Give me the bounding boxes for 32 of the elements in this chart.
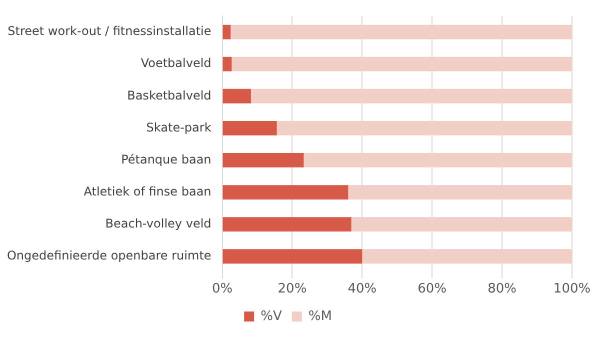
- x-tick-label: 0%: [212, 282, 233, 297]
- y-tick-label: Skate-park: [146, 120, 212, 134]
- bar: [222, 185, 348, 200]
- bar: [250, 88, 572, 104]
- bar: [230, 24, 572, 40]
- legend-label: %M: [308, 308, 332, 324]
- bar: [351, 217, 572, 232]
- bar: [222, 24, 231, 40]
- bar: [232, 56, 572, 72]
- bar: [362, 249, 572, 264]
- y-tick-label: Beach-volley veld: [105, 216, 212, 230]
- y-tick-label: Atletiek of finse baan: [84, 184, 212, 198]
- bar: [222, 88, 251, 104]
- x-tick-label: 80%: [488, 282, 517, 297]
- x-tick-label: 20%: [278, 282, 307, 297]
- x-tick-label: 40%: [348, 282, 377, 297]
- bar: [222, 153, 304, 168]
- y-tick-label: Voetbalveld: [140, 56, 212, 70]
- y-tick-label: Ongedefinieerde openbare ruimte: [6, 248, 212, 262]
- y-tick-label: Street work-out / fitnessinstallatie: [8, 24, 212, 38]
- y-tick-label: Basketbalveld: [127, 88, 212, 102]
- bar: [222, 56, 232, 72]
- x-tick-label: 100%: [553, 282, 591, 297]
- bar: [276, 120, 572, 136]
- bar: [304, 153, 572, 168]
- legend-label: %V: [260, 308, 282, 324]
- y-tick-label: Pétanque baan: [121, 152, 212, 166]
- bar: [222, 249, 362, 264]
- bar: [222, 120, 277, 136]
- bar: [348, 185, 572, 200]
- x-tick-label: 60%: [418, 282, 447, 297]
- bar: [222, 217, 352, 232]
